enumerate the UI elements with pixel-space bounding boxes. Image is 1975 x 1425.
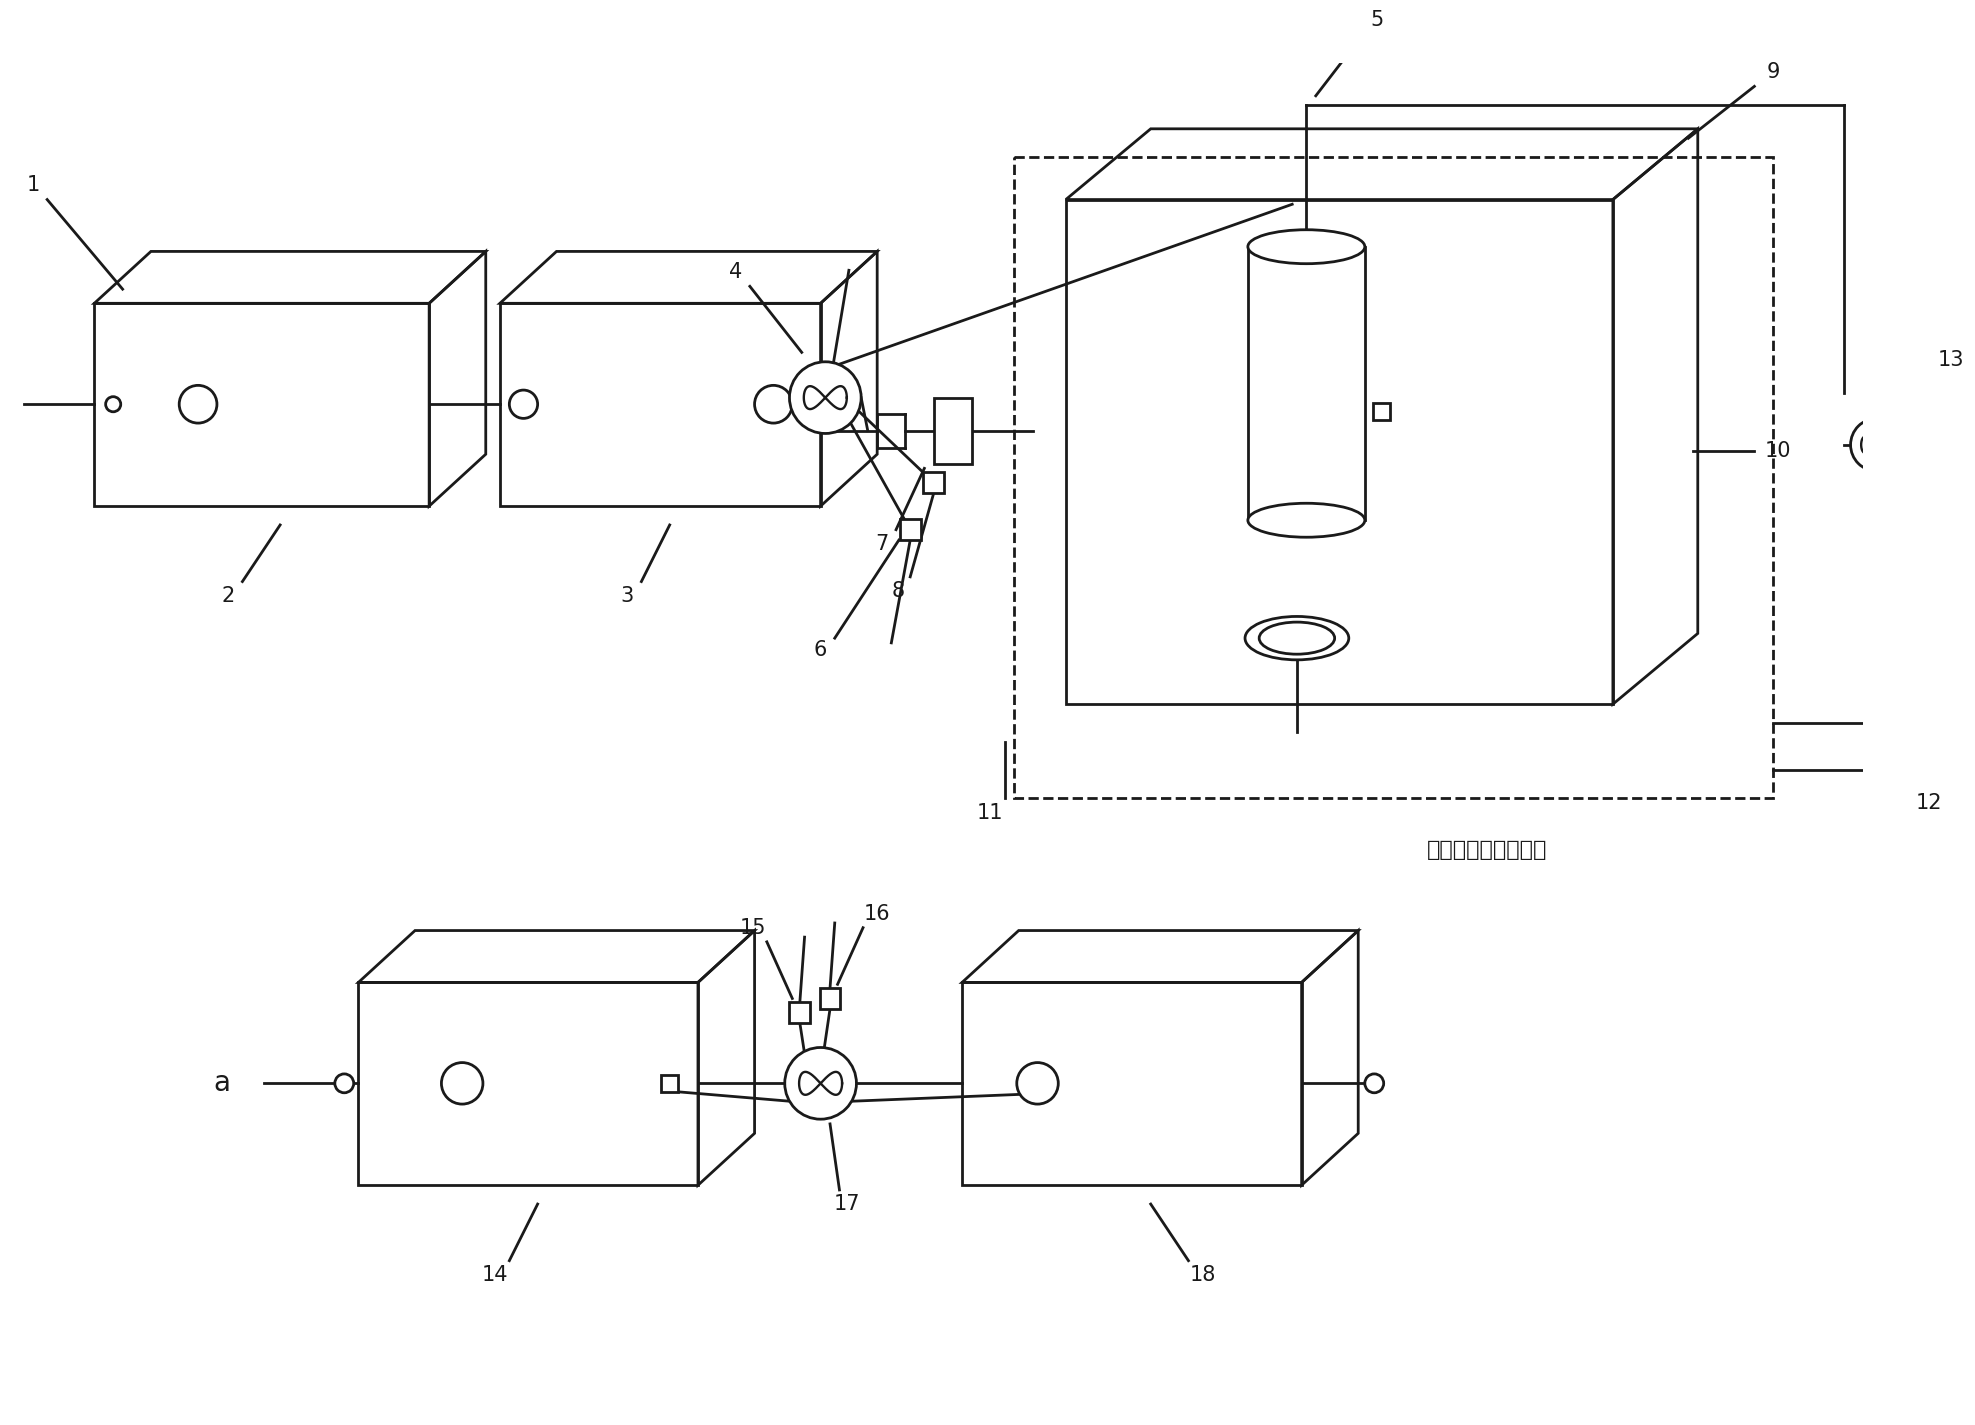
Circle shape [180, 385, 217, 423]
Text: a: a [213, 1069, 231, 1097]
Ellipse shape [1248, 503, 1365, 537]
Ellipse shape [1260, 623, 1335, 654]
Bar [934, 398, 972, 463]
Text: 17: 17 [833, 1194, 861, 1214]
Circle shape [105, 396, 120, 412]
Circle shape [1851, 419, 1904, 472]
Text: 8: 8 [891, 581, 905, 601]
Text: 1: 1 [26, 175, 40, 195]
Text: 12: 12 [1916, 794, 1941, 814]
Bar [1373, 403, 1390, 420]
Text: 15: 15 [739, 918, 766, 938]
Text: 11: 11 [978, 802, 1003, 822]
Circle shape [336, 1074, 354, 1093]
Text: 16: 16 [863, 903, 891, 923]
Bar [901, 519, 920, 540]
Ellipse shape [1244, 617, 1349, 660]
Text: 3: 3 [620, 586, 634, 606]
Bar [924, 472, 944, 493]
Circle shape [1017, 1063, 1059, 1104]
Text: 5: 5 [1371, 10, 1384, 30]
Text: 9: 9 [1766, 63, 1779, 83]
Bar [820, 988, 841, 1009]
Text: 4: 4 [729, 262, 743, 282]
Bar [1866, 712, 1888, 734]
Circle shape [784, 1047, 857, 1119]
Text: 14: 14 [482, 1265, 508, 1285]
Text: 2: 2 [221, 586, 235, 606]
Bar [662, 1074, 677, 1092]
Text: 6: 6 [814, 640, 828, 660]
Text: 7: 7 [875, 534, 889, 554]
Circle shape [510, 390, 537, 419]
Text: 10: 10 [1766, 442, 1791, 462]
Text: 二氧化碳冷凝液化筱: 二氧化碳冷凝液化筱 [1428, 841, 1548, 861]
Circle shape [754, 385, 792, 423]
Circle shape [442, 1063, 484, 1104]
Ellipse shape [1248, 229, 1365, 264]
Text: 18: 18 [1189, 1265, 1217, 1285]
Circle shape [1365, 1074, 1384, 1093]
Circle shape [790, 362, 861, 433]
Bar [1013, 157, 1774, 798]
Text: 13: 13 [1937, 351, 1963, 370]
Bar [790, 1002, 810, 1023]
